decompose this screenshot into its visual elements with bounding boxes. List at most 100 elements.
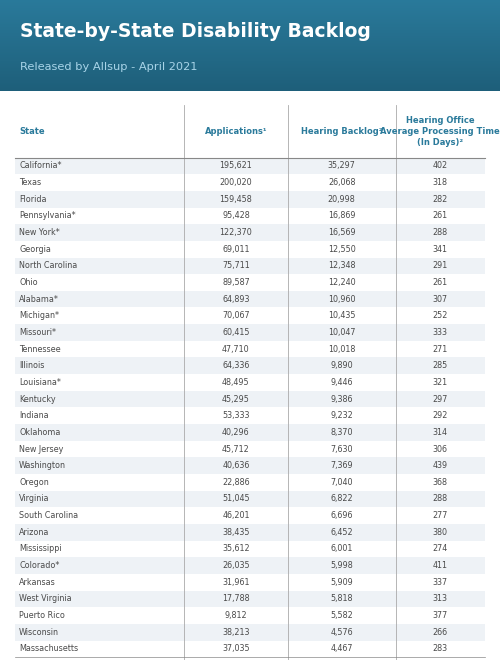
Text: 333: 333 (433, 328, 448, 337)
Bar (0, 22, 500, 24)
Bar (0, 31, 500, 32)
Text: 45,295: 45,295 (222, 395, 250, 403)
Text: 291: 291 (432, 261, 448, 271)
Bar (15, 274, 485, 291)
Bar (0, 89, 500, 90)
Text: 7,630: 7,630 (330, 445, 353, 453)
Bar (15, 358, 485, 374)
Text: 64,893: 64,893 (222, 294, 250, 304)
Text: 17,788: 17,788 (222, 595, 250, 603)
Text: 69,011: 69,011 (222, 245, 250, 253)
Bar (0, 84, 500, 85)
Text: 5,582: 5,582 (330, 611, 353, 620)
Text: 380: 380 (433, 528, 448, 537)
Bar (15, 607, 485, 624)
Text: Georgia: Georgia (19, 245, 51, 253)
Bar (0, 19, 500, 20)
Bar (15, 524, 485, 541)
Bar (0, 72, 500, 73)
Text: 314: 314 (433, 428, 448, 437)
Text: 6,822: 6,822 (330, 494, 353, 504)
Bar (15, 508, 485, 524)
Text: 70,067: 70,067 (222, 312, 250, 320)
Text: 288: 288 (433, 228, 448, 237)
Bar (0, 77, 500, 78)
Bar (0, 29, 500, 30)
Text: State-by-State Disability Backlog: State-by-State Disability Backlog (20, 22, 371, 42)
Text: 4,467: 4,467 (330, 644, 353, 653)
Text: 40,636: 40,636 (222, 461, 250, 470)
Text: 318: 318 (433, 178, 448, 187)
Bar (0, 61, 500, 62)
Bar (0, 90, 500, 91)
Text: South Carolina: South Carolina (19, 511, 78, 520)
Text: 60,415: 60,415 (222, 328, 250, 337)
Text: 26,035: 26,035 (222, 561, 250, 570)
Bar (15, 308, 485, 324)
Text: Florida: Florida (19, 195, 46, 204)
Bar (0, 79, 500, 80)
Bar (0, 64, 500, 65)
Bar (0, 86, 500, 87)
Bar (0, 20, 500, 21)
Bar (0, 40, 500, 41)
Bar (0, 27, 500, 28)
Text: 37,035: 37,035 (222, 644, 250, 653)
Bar (0, 50, 500, 51)
Text: 5,998: 5,998 (330, 561, 353, 570)
Bar (0, 16, 500, 17)
Bar (0, 1, 500, 2)
Text: 402: 402 (433, 162, 448, 170)
Bar (15, 324, 485, 341)
Bar (0, 30, 500, 31)
Text: 200,020: 200,020 (220, 178, 252, 187)
Bar (0, 25, 500, 26)
Text: Oklahoma: Oklahoma (19, 428, 60, 437)
Bar (0, 2, 500, 3)
Text: 285: 285 (432, 361, 448, 370)
Text: 10,435: 10,435 (328, 312, 355, 320)
Text: 9,386: 9,386 (330, 395, 353, 403)
Text: 277: 277 (432, 511, 448, 520)
Text: 16,569: 16,569 (328, 228, 355, 237)
Bar (0, 9, 500, 10)
Bar (15, 374, 485, 391)
Text: 9,890: 9,890 (330, 361, 353, 370)
Bar (15, 640, 485, 657)
Bar (15, 407, 485, 424)
Text: New York*: New York* (19, 228, 60, 237)
Text: 292: 292 (432, 411, 448, 420)
Text: 40,296: 40,296 (222, 428, 250, 437)
Bar (0, 70, 500, 71)
Bar (0, 3, 500, 4)
Bar (0, 73, 500, 74)
Text: 10,960: 10,960 (328, 294, 355, 304)
Bar (0, 6, 500, 7)
Bar (15, 208, 485, 224)
Bar (0, 39, 500, 40)
Bar (0, 78, 500, 79)
Bar (15, 224, 485, 241)
Bar (0, 66, 500, 67)
Bar (0, 38, 500, 39)
Text: 7,040: 7,040 (330, 478, 353, 487)
Text: Illinois: Illinois (19, 361, 44, 370)
Bar (0, 76, 500, 77)
Bar (15, 441, 485, 457)
Bar (0, 80, 500, 81)
Text: 341: 341 (433, 245, 448, 253)
Text: Applications¹: Applications¹ (204, 127, 267, 136)
Bar (0, 52, 500, 53)
Bar (0, 46, 500, 47)
Bar (15, 624, 485, 640)
Text: 411: 411 (433, 561, 448, 570)
Text: Tennessee: Tennessee (19, 345, 60, 354)
Text: 12,550: 12,550 (328, 245, 355, 253)
Text: Colorado*: Colorado* (19, 561, 59, 570)
Text: 12,348: 12,348 (328, 261, 355, 271)
Text: Oregon: Oregon (19, 478, 49, 487)
Bar (0, 55, 500, 56)
Text: Virginia: Virginia (19, 494, 50, 504)
Bar (0, 56, 500, 57)
Bar (0, 65, 500, 66)
